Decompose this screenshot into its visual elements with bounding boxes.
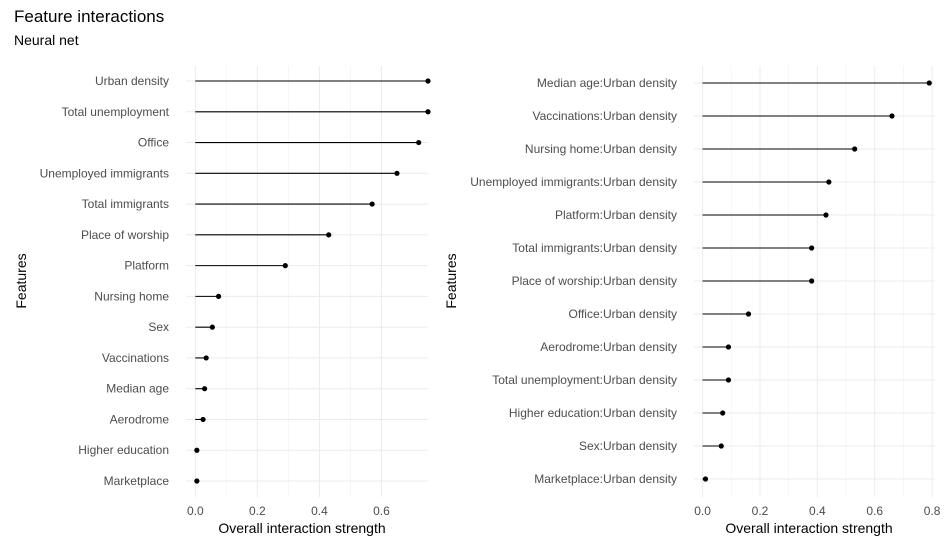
x-tick-label: 0.8 (924, 504, 941, 518)
y-tick-label: Vaccinations:Urban density (532, 109, 677, 123)
y-tick-label: Sex:Urban density (579, 439, 677, 453)
lollipop-point (202, 386, 208, 392)
y-tick-label: Median age:Urban density (537, 76, 677, 90)
lollipop-point (282, 263, 288, 269)
lollipop-point (745, 311, 752, 317)
lollipop-point (718, 443, 724, 449)
chart-title: Feature interactions (14, 7, 164, 26)
y-tick-label: Nursing home:Urban density (525, 142, 677, 156)
y-tick-label: Total unemployment (62, 105, 170, 119)
y-tick-label: Sex (148, 320, 169, 334)
y-tick-label: Aerodrome:Urban density (540, 340, 677, 354)
lollipop-point (809, 245, 815, 251)
y-axis-label: Features (443, 253, 459, 308)
y-tick-label: Platform:Urban density (555, 208, 677, 222)
x-tick-label: 0.0 (187, 504, 204, 518)
x-tick-label: 0.6 (373, 504, 390, 518)
x-axis-label: Overall interaction strength (725, 520, 892, 536)
y-tick-label: Unemployed immigrants:Urban density (470, 175, 677, 189)
x-tick-label: 0.6 (866, 504, 883, 518)
lollipop-point (194, 478, 200, 484)
lollipop-point (194, 447, 200, 453)
x-tick-label: 0.2 (249, 504, 266, 518)
x-tick-label: 0.2 (752, 504, 769, 518)
lollipop-point (203, 355, 209, 361)
lollipop-point (369, 201, 375, 207)
y-tick-label: Median age (106, 382, 169, 396)
y-tick-label: Aerodrome (110, 412, 170, 426)
y-tick-label: Platform (124, 259, 169, 273)
y-tick-label: Unemployed immigrants (40, 166, 169, 180)
y-tick-label: Office (138, 136, 169, 150)
y-tick-label: Higher education:Urban density (509, 406, 677, 420)
lollipop-point (425, 78, 431, 84)
lollipop-point (416, 139, 422, 146)
y-tick-label: Office:Urban density (569, 307, 678, 321)
lollipop-point (926, 80, 932, 86)
lollipop-point (809, 278, 815, 284)
lollipop-point (215, 293, 222, 299)
y-tick-label: Higher education (78, 443, 169, 457)
lollipop-point (394, 170, 400, 176)
y-tick-label: Vaccinations (102, 351, 169, 365)
x-tick-label: 0.0 (694, 504, 711, 518)
lollipop-point (826, 179, 832, 185)
right-panel: Median age:Urban density Vaccinations:Urb… (443, 66, 941, 536)
lollipop-point (326, 232, 332, 238)
y-tick-label: Marketplace:Urban density (534, 472, 677, 486)
lollipop-point (725, 377, 732, 383)
y-tick-label: Total immigrants (82, 197, 169, 211)
x-tick-label: 0.4 (311, 504, 328, 518)
lollipop-point (425, 109, 431, 115)
lollipop-point (702, 476, 709, 482)
lollipop-point (720, 410, 726, 416)
y-tick-label: Nursing home (94, 289, 169, 303)
y-axis-label: Features (13, 253, 29, 308)
x-axis-label: Overall interaction strength (218, 520, 385, 536)
lollipop-point (209, 324, 215, 330)
y-tick-label: Total unemployment:Urban density (492, 373, 677, 387)
lollipop-point (889, 113, 895, 119)
chart-subtitle: Neural net (14, 32, 79, 48)
lollipop-point (200, 416, 206, 423)
y-tick-label: Place of worship:Urban density (512, 274, 677, 288)
y-tick-label: Total immigrants:Urban density (512, 241, 677, 255)
y-tick-label: Marketplace (104, 474, 170, 488)
lollipop-point (852, 146, 858, 152)
lollipop-point (823, 212, 829, 218)
y-tick-label: Place of worship (81, 228, 169, 242)
y-tick-label: Urban density (95, 74, 169, 88)
x-tick-label: 0.4 (809, 504, 826, 518)
lollipop-point (725, 344, 732, 350)
left-panel: Urban density Total unemployment Office Une… (13, 66, 431, 536)
